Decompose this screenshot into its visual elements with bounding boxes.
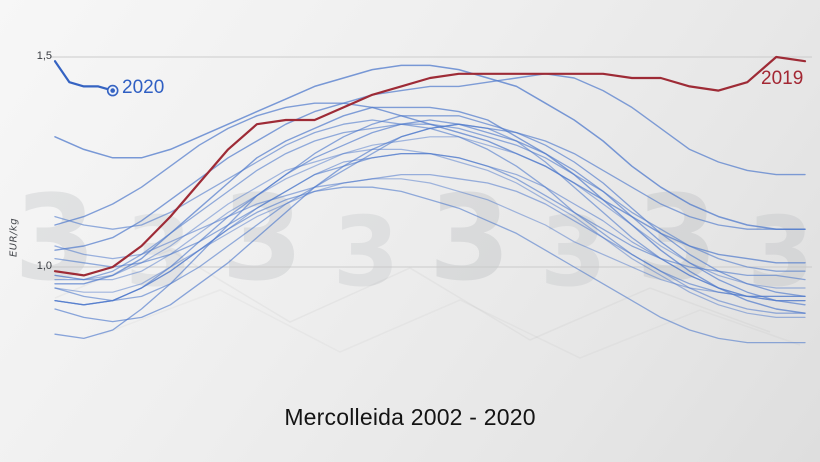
price-line-2002 [54, 173, 806, 314]
price-line-2019 [53, 55, 807, 277]
series-label-2020: 2020 [122, 77, 165, 98]
price-line-2006 [54, 106, 806, 314]
price-line-2004 [54, 119, 806, 306]
price-line-2015 [54, 178, 806, 297]
y-axis-label: EUR/kg [8, 217, 20, 258]
price-line-2017 [54, 102, 806, 264]
price-line-2014 [54, 119, 806, 298]
chart-title: Mercolleida 2002 - 2020 [284, 404, 536, 430]
y-tick-1-5: 1,5 [36, 50, 52, 62]
y-tick-1-0: 1,0 [36, 260, 52, 272]
background-swoosh [54, 249, 771, 341]
price-line-2012 [54, 73, 806, 251]
price-line-2010 [54, 153, 806, 306]
background-swoosh [99, 289, 801, 359]
price-line-2013 [54, 64, 806, 230]
price-line-2005 [54, 136, 806, 289]
price-line-2020 [53, 60, 114, 92]
line-end-marker-dot [110, 88, 115, 93]
series-label-2019: 2019 [761, 68, 804, 89]
price-line-2018 [54, 152, 806, 281]
price-line-2008 [54, 115, 806, 340]
price-line-2016 [54, 123, 806, 323]
